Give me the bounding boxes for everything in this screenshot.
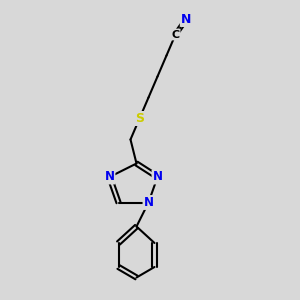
Text: N: N <box>181 13 191 26</box>
Text: C: C <box>171 29 180 40</box>
Text: N: N <box>143 196 154 209</box>
Text: N: N <box>104 170 115 184</box>
Text: S: S <box>135 112 144 125</box>
Text: N: N <box>152 170 163 184</box>
